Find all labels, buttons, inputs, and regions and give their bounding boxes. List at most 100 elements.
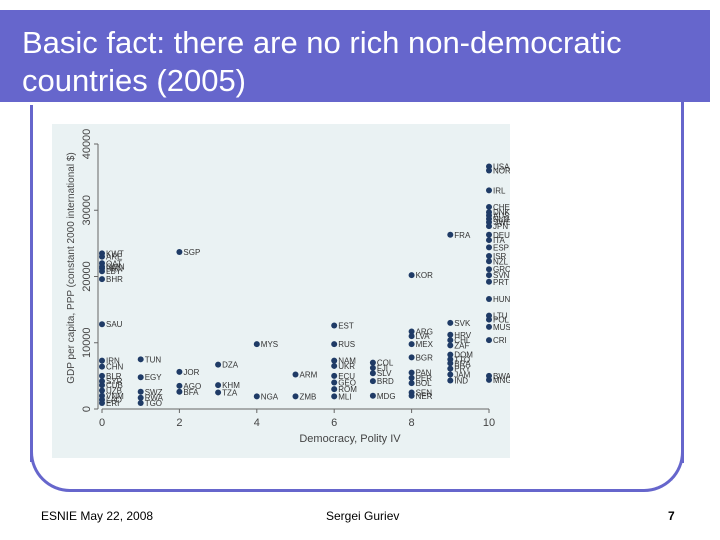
point-label: IRN [106,357,120,366]
point-label: SEN [416,388,433,397]
point-label: ZMB [300,392,317,401]
point-label: BRA [454,359,471,368]
point-label: PRT [493,278,509,287]
point-label: CUB [106,381,123,390]
data-point [486,266,492,273]
data-point [292,371,299,378]
data-point [486,278,492,285]
data-point [331,386,338,393]
data-point [331,393,338,400]
data-point [486,203,492,210]
data-point [447,319,454,326]
data-point [408,341,415,348]
y-tick-label: 0 [81,406,93,412]
data-point [408,333,415,340]
title-bar: Basic fact: there are no rich non-democr… [0,10,710,108]
frame-top-line [636,93,684,96]
point-label: SVN [493,271,510,280]
data-point [292,393,299,400]
plot-background [52,124,510,458]
data-point [486,252,492,259]
data-point [408,374,415,381]
point-label: NZL [493,257,509,266]
point-label: AUS [493,212,509,221]
point-label: PER [416,374,433,383]
point-label: PRY [454,365,471,374]
point-label: NGA [261,392,279,401]
data-point [215,361,222,368]
point-label: ESP [493,243,509,252]
point-label: COL [377,359,394,368]
point-label: ISR [493,252,507,261]
y-tick-label: 20000 [81,261,93,292]
point-label: VNM [106,392,124,401]
data-point [99,253,105,260]
data-point [215,389,222,396]
point-label: LVA [416,332,431,341]
point-label: SLV [377,369,392,378]
data-point [331,362,338,369]
data-point [369,370,376,377]
data-point [99,387,105,394]
data-point [137,356,144,363]
x-tick-label: 2 [176,417,182,429]
data-point [408,380,415,387]
point-label: SAU [106,320,123,329]
y-tick-label: 30000 [81,195,93,226]
data-point [99,382,105,389]
point-label: BRD [377,377,394,386]
point-label: CHN [106,363,124,372]
data-point [331,341,338,348]
data-point [99,268,105,275]
data-point [447,371,454,378]
point-label: RUS [338,340,355,349]
point-label: NOR [493,167,510,176]
data-point [331,322,338,329]
point-label: DOM [454,351,473,360]
data-point [99,357,105,364]
data-point [486,272,492,279]
data-point [176,388,183,395]
footer-author: Sergei Guriev [326,509,400,523]
data-point [486,323,492,330]
point-label: DZA [222,361,239,370]
y-axis-label: GDP per capita, PPP (constant 2000 inter… [66,152,77,383]
point-label: TGO [145,399,162,408]
point-label: CRI [493,336,507,345]
data-point [137,400,144,407]
data-point [486,237,492,244]
y-tick-label: 40000 [81,129,93,160]
point-label: MEX [416,340,434,349]
point-label: NLD [493,215,509,224]
data-point [486,231,492,238]
data-point [99,372,105,379]
data-point [447,365,454,372]
point-label: BLR [106,372,122,381]
data-point [215,382,222,389]
point-label: BHR [106,275,123,284]
footer-date: ESNIE May 22, 2008 [41,509,154,523]
point-label: LAO [106,396,122,405]
data-point [137,394,144,401]
point-label: ERI [106,399,119,408]
point-label: SYR [106,377,123,386]
data-point [486,376,492,383]
point-label: NAM [338,357,356,366]
x-tick-label: 4 [254,417,260,429]
point-label: TTO [454,355,470,364]
frame-bottom-curve [30,408,684,492]
point-label: UZB [106,386,122,395]
data-point [331,379,338,386]
chart-axes: 0 2 4 6 8 10 0 10000 20000 30000 40000 [81,129,495,429]
data-point [447,331,454,338]
page-number: 7 [668,509,675,523]
point-label: KWT [106,249,124,258]
point-label: BFA [183,388,199,397]
y-tick-label: 10000 [81,327,93,358]
data-point [99,276,105,283]
point-label: GEO [338,379,356,388]
frame-right-line [681,93,684,463]
point-label: PAN [416,369,432,378]
point-label: ARG [416,327,433,336]
x-tick-label: 10 [483,417,495,429]
